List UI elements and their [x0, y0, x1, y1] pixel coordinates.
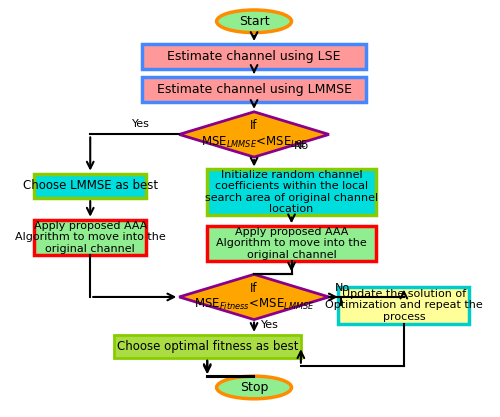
FancyBboxPatch shape: [142, 77, 366, 101]
Text: Choose LMMSE as best: Choose LMMSE as best: [22, 179, 158, 192]
Text: Estimate channel using LMMSE: Estimate channel using LMMSE: [156, 83, 352, 95]
Text: No: No: [294, 141, 309, 151]
Ellipse shape: [216, 10, 292, 33]
FancyBboxPatch shape: [208, 169, 376, 215]
Ellipse shape: [216, 376, 292, 399]
Text: Apply proposed AAA
Algorithm to move into the
original channel: Apply proposed AAA Algorithm to move int…: [216, 227, 367, 260]
Text: Yes: Yes: [132, 119, 150, 129]
Text: If
MSE$_{Fitness}$<MSE$_{LMMSE}$: If MSE$_{Fitness}$<MSE$_{LMMSE}$: [194, 282, 314, 312]
Text: If
MSE$_{LMMSE}$<MSE$_{LSE}$: If MSE$_{LMMSE}$<MSE$_{LSE}$: [200, 119, 308, 150]
FancyBboxPatch shape: [34, 173, 146, 198]
Text: Start: Start: [239, 15, 270, 28]
Text: Choose optimal fitness as best: Choose optimal fitness as best: [116, 340, 298, 353]
FancyBboxPatch shape: [338, 286, 469, 324]
Text: Stop: Stop: [240, 381, 268, 394]
Text: Update the solution of
Optimization and repeat the
process: Update the solution of Optimization and …: [325, 289, 482, 322]
Text: Initialize random channel
coefficients within the local
search area of original : Initialize random channel coefficients w…: [205, 170, 378, 214]
FancyBboxPatch shape: [114, 335, 301, 358]
Polygon shape: [179, 112, 329, 157]
Text: Yes: Yes: [261, 320, 279, 330]
Text: Estimate channel using LSE: Estimate channel using LSE: [168, 50, 341, 63]
FancyBboxPatch shape: [34, 220, 146, 255]
Polygon shape: [179, 274, 329, 319]
FancyBboxPatch shape: [208, 226, 376, 261]
Text: Apply proposed AAA
Algorithm to move into the
original channel: Apply proposed AAA Algorithm to move int…: [15, 221, 166, 254]
FancyBboxPatch shape: [142, 44, 366, 69]
Text: No: No: [334, 283, 349, 293]
